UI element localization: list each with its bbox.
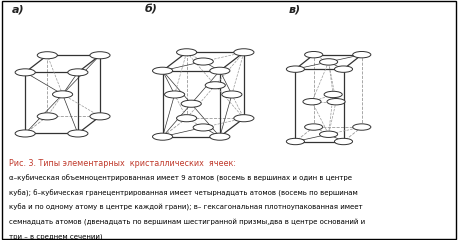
Circle shape [68, 130, 88, 137]
Circle shape [334, 138, 353, 145]
Text: а): а) [11, 5, 24, 15]
Circle shape [303, 99, 321, 105]
Circle shape [205, 82, 225, 89]
Circle shape [222, 91, 242, 98]
Circle shape [305, 52, 323, 58]
Circle shape [193, 58, 213, 65]
Text: три – в среднем сечении): три – в среднем сечении) [9, 233, 103, 240]
Circle shape [53, 91, 73, 98]
Circle shape [286, 138, 305, 145]
Circle shape [90, 113, 110, 120]
Circle shape [210, 67, 230, 74]
Circle shape [176, 115, 197, 122]
Circle shape [15, 130, 35, 137]
Text: куба и по одному атому в центре каждой грани); в– гексагональная плотноупакованн: куба и по одному атому в центре каждой г… [9, 204, 363, 211]
Circle shape [324, 91, 342, 98]
Circle shape [15, 69, 35, 76]
Circle shape [334, 66, 353, 72]
Text: Рис. 3. Типы элементарных  кристаллических  ячеек:: Рис. 3. Типы элементарных кристаллически… [9, 158, 236, 168]
Text: куба); б–кубическая гранецентрированная имеет четырнадцать атомов (восемь по вер: куба); б–кубическая гранецентрированная … [9, 189, 358, 197]
Text: семнадцать атомов (двенадцать по вершинам шестигранной призмы,два в центре основ: семнадцать атомов (двенадцать по вершина… [9, 219, 365, 226]
Circle shape [234, 49, 254, 56]
Circle shape [153, 67, 173, 74]
Text: в): в) [289, 5, 300, 15]
Circle shape [305, 124, 323, 130]
Circle shape [234, 115, 254, 122]
Circle shape [193, 124, 213, 131]
Circle shape [68, 69, 88, 76]
Circle shape [90, 52, 110, 59]
Circle shape [153, 133, 173, 140]
Circle shape [37, 52, 57, 59]
Circle shape [164, 91, 185, 98]
Circle shape [353, 124, 371, 130]
Circle shape [181, 100, 201, 107]
Circle shape [286, 66, 305, 72]
Circle shape [320, 131, 338, 138]
Circle shape [320, 59, 338, 65]
Text: α–кубическая объемноцентрированная имеет 9 атомов (восемь в вершинах и один в це: α–кубическая объемноцентрированная имеет… [9, 174, 352, 182]
Text: б): б) [144, 5, 157, 15]
Circle shape [210, 133, 230, 140]
Circle shape [353, 52, 371, 58]
Circle shape [176, 49, 197, 56]
Circle shape [327, 99, 345, 105]
Circle shape [37, 113, 57, 120]
